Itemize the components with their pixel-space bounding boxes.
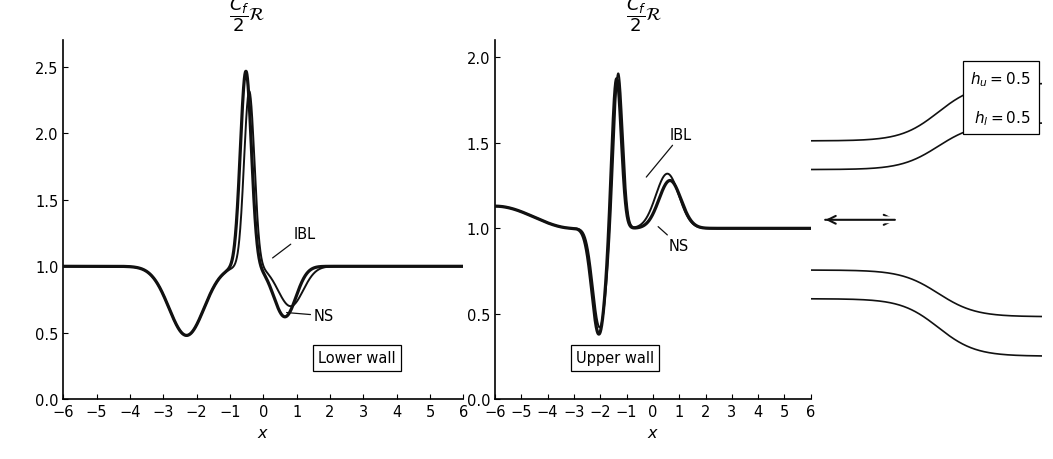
Text: Lower wall: Lower wall (318, 351, 396, 366)
Text: NS: NS (658, 227, 689, 253)
Text: $\dfrac{C_f}{2}\mathcal{R}$: $\dfrac{C_f}{2}\mathcal{R}$ (230, 0, 265, 34)
Text: $\dfrac{C_f}{2}\mathcal{R}$: $\dfrac{C_f}{2}\mathcal{R}$ (625, 0, 662, 34)
Text: IBL: IBL (273, 227, 316, 258)
Text: IBL: IBL (647, 128, 692, 178)
X-axis label: $x$: $x$ (257, 425, 270, 440)
Text: NS: NS (286, 308, 334, 324)
X-axis label: $x$: $x$ (647, 425, 659, 440)
Text: Upper wall: Upper wall (576, 351, 654, 366)
Text: $h_u = 0.5$

$h_l = 0.5$: $h_u = 0.5$ $h_l = 0.5$ (971, 70, 1031, 128)
